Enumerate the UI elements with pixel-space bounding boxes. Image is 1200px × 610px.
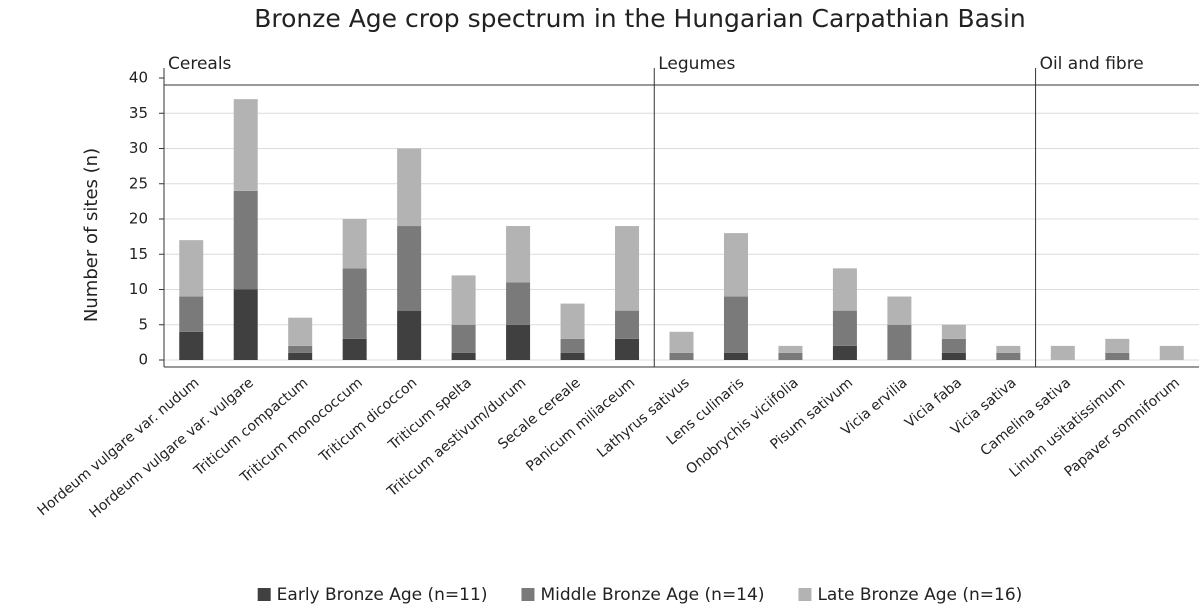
bar-segment bbox=[179, 331, 204, 360]
bar-segment bbox=[233, 289, 258, 360]
x-tick-label: Panicum miliaceum bbox=[523, 375, 638, 475]
group-label: Legumes bbox=[658, 54, 735, 74]
bar-segment bbox=[1105, 338, 1130, 353]
y-tick-label: 25 bbox=[129, 174, 148, 192]
chart-title: Bronze Age crop spectrum in the Hungaria… bbox=[254, 4, 1026, 33]
bar-segment bbox=[451, 275, 476, 325]
bar-segment bbox=[615, 310, 640, 339]
bar-segment bbox=[941, 324, 966, 339]
bar-segment bbox=[941, 338, 966, 353]
legend-label: Middle Bronze Age (n=14) bbox=[540, 585, 764, 605]
bar-segment bbox=[669, 352, 694, 360]
legend-swatch bbox=[257, 588, 271, 601]
bar-segment bbox=[996, 345, 1021, 353]
group-label: Oil and fibre bbox=[1040, 54, 1144, 74]
bar-segment bbox=[288, 352, 313, 360]
bar-segment bbox=[832, 345, 857, 360]
bar-segment bbox=[1050, 345, 1075, 360]
bar-segment bbox=[723, 233, 748, 297]
bar-segment bbox=[832, 268, 857, 311]
bar-segment bbox=[832, 310, 857, 346]
y-tick-label: 10 bbox=[129, 280, 148, 298]
y-axis-label: Number of sites (n) bbox=[81, 148, 102, 322]
y-tick-label: 35 bbox=[129, 104, 148, 122]
bar-segment bbox=[397, 226, 422, 311]
bar-segment bbox=[288, 317, 313, 346]
bar-segment bbox=[506, 324, 531, 360]
bar-segment bbox=[615, 338, 640, 360]
bar-segment bbox=[288, 345, 313, 353]
bar-segment bbox=[560, 352, 585, 360]
legend-swatch bbox=[521, 588, 535, 601]
bar-segment bbox=[1159, 345, 1184, 360]
bar-segment bbox=[451, 352, 476, 360]
y-tick-label: 0 bbox=[138, 351, 148, 369]
legend-label: Early Bronze Age (n=11) bbox=[277, 585, 488, 605]
group-label: Cereals bbox=[168, 54, 232, 74]
bar-segment bbox=[560, 338, 585, 353]
y-tick-label: 30 bbox=[129, 139, 148, 157]
x-tick-label: Triticum dicoccon bbox=[316, 375, 421, 466]
y-tick-label: 40 bbox=[129, 69, 148, 87]
bar-segment bbox=[233, 190, 258, 290]
bar-segment bbox=[778, 345, 803, 353]
bar-segment bbox=[179, 296, 204, 332]
bar-segment bbox=[887, 296, 912, 325]
bar-segment bbox=[887, 324, 912, 360]
bar-segment bbox=[233, 99, 258, 191]
bar-segment bbox=[342, 268, 367, 339]
y-tick-label: 20 bbox=[129, 210, 148, 228]
y-tick-label: 15 bbox=[129, 245, 148, 263]
bar-segment bbox=[179, 240, 204, 297]
bar-segment bbox=[342, 219, 367, 269]
x-tick-label: Camelina sativa bbox=[978, 375, 1074, 460]
bar-segment bbox=[996, 352, 1021, 360]
bar-segment bbox=[723, 352, 748, 360]
y-tick-label: 5 bbox=[138, 315, 148, 333]
bar-segment bbox=[397, 310, 422, 360]
bar-segment bbox=[397, 148, 422, 227]
bar-segment bbox=[342, 338, 367, 360]
bar-segment bbox=[778, 352, 803, 360]
bar-segment bbox=[506, 282, 531, 325]
bar-segment bbox=[451, 324, 476, 353]
bar-segment bbox=[560, 303, 585, 339]
legend-label: Late Bronze Age (n=16) bbox=[817, 585, 1022, 605]
bar-segment bbox=[941, 352, 966, 360]
bar-segment bbox=[723, 296, 748, 353]
bar-segment bbox=[506, 226, 531, 283]
legend-swatch bbox=[798, 588, 812, 601]
x-tick-label: Lathyrus sativus bbox=[594, 375, 692, 461]
bar-segment bbox=[669, 331, 694, 353]
bar-segment bbox=[615, 226, 640, 311]
bar-segment bbox=[1105, 352, 1130, 360]
